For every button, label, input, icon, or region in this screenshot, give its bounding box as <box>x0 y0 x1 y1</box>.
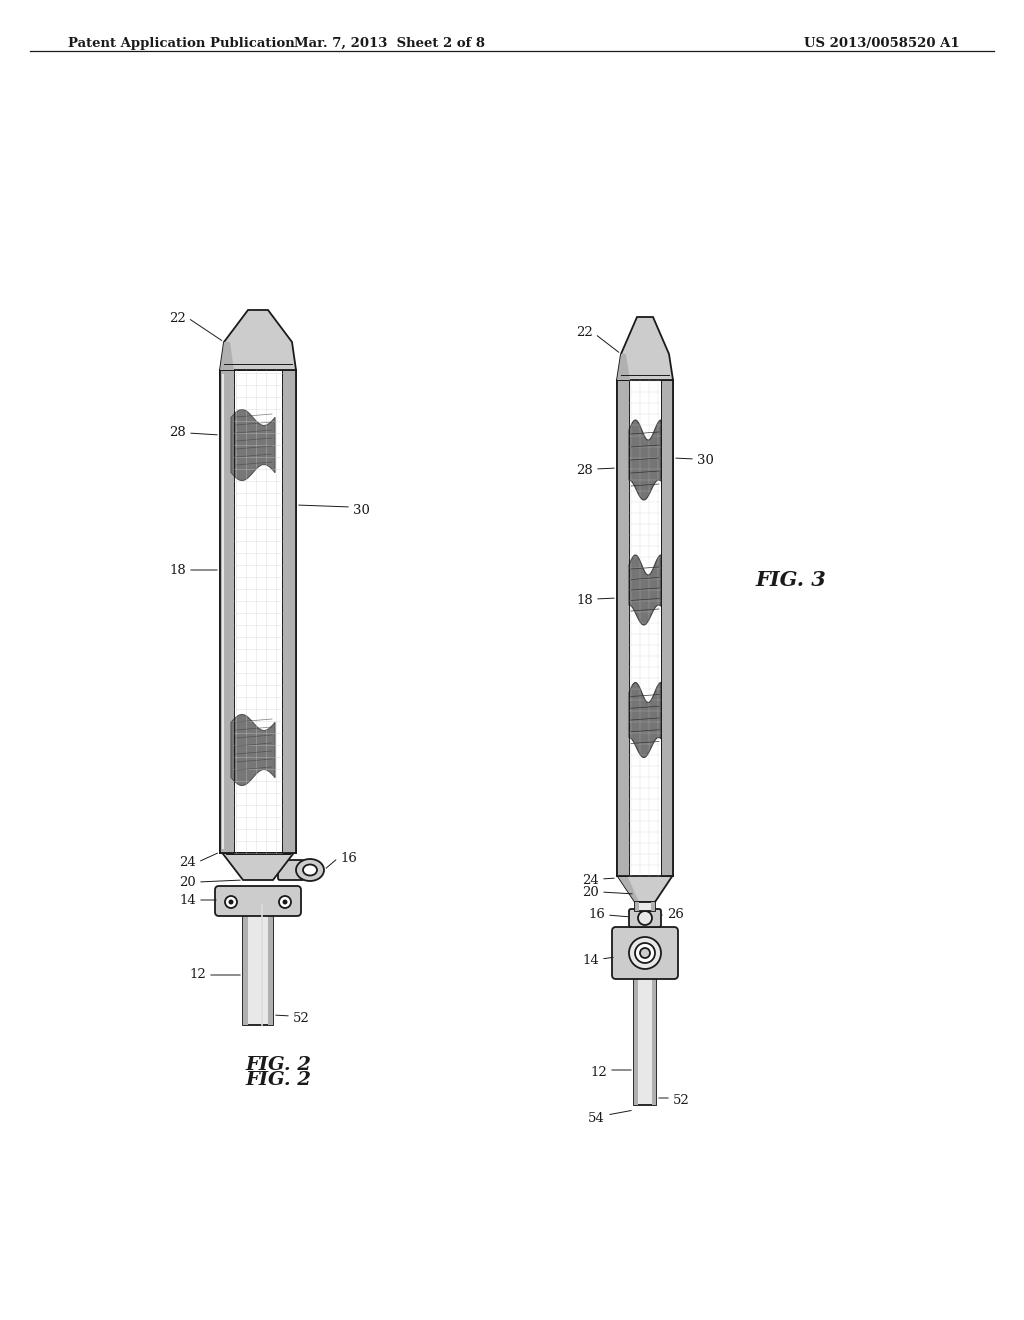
Bar <box>243 906 273 1026</box>
Circle shape <box>638 911 652 925</box>
Text: 18: 18 <box>577 594 593 606</box>
Bar <box>617 380 629 876</box>
Text: 14: 14 <box>179 894 196 907</box>
Bar <box>634 975 638 1105</box>
Bar <box>652 975 656 1105</box>
FancyBboxPatch shape <box>612 927 678 979</box>
Bar <box>243 906 248 1026</box>
Polygon shape <box>231 714 275 785</box>
Text: 16: 16 <box>588 908 605 921</box>
Bar <box>220 370 296 853</box>
Polygon shape <box>629 682 662 758</box>
FancyBboxPatch shape <box>215 886 301 916</box>
FancyBboxPatch shape <box>278 861 304 880</box>
Polygon shape <box>231 409 275 480</box>
Text: 24: 24 <box>583 874 599 887</box>
Text: 28: 28 <box>577 463 593 477</box>
Text: 22: 22 <box>577 326 593 339</box>
Polygon shape <box>220 850 296 880</box>
Polygon shape <box>617 317 673 380</box>
Circle shape <box>629 937 662 969</box>
Bar <box>282 370 296 853</box>
Text: 12: 12 <box>189 969 206 982</box>
Polygon shape <box>629 554 662 624</box>
Text: 18: 18 <box>169 564 186 577</box>
Circle shape <box>228 899 233 904</box>
FancyBboxPatch shape <box>629 909 662 927</box>
Bar <box>268 906 273 1026</box>
Text: 30: 30 <box>697 454 714 466</box>
Circle shape <box>635 942 655 964</box>
Text: FIG. 2: FIG. 2 <box>245 1056 311 1074</box>
Text: 30: 30 <box>353 503 370 516</box>
Text: FIG. 2: FIG. 2 <box>245 1071 311 1089</box>
Text: 20: 20 <box>583 886 599 899</box>
Polygon shape <box>629 420 662 500</box>
Text: 16: 16 <box>340 851 357 865</box>
Bar <box>634 975 656 1105</box>
Text: 52: 52 <box>673 1093 690 1106</box>
Polygon shape <box>617 875 639 902</box>
Text: US 2013/0058520 A1: US 2013/0058520 A1 <box>805 37 961 50</box>
Text: Mar. 7, 2013  Sheet 2 of 8: Mar. 7, 2013 Sheet 2 of 8 <box>295 37 485 50</box>
Bar <box>635 902 639 911</box>
Text: 54: 54 <box>588 1111 605 1125</box>
Text: 28: 28 <box>169 425 186 438</box>
Text: 12: 12 <box>590 1065 607 1078</box>
Circle shape <box>640 948 650 958</box>
Polygon shape <box>220 342 234 370</box>
Polygon shape <box>617 354 630 380</box>
Bar <box>617 380 673 876</box>
Bar <box>220 370 296 853</box>
Circle shape <box>283 899 288 904</box>
Ellipse shape <box>296 859 324 880</box>
Ellipse shape <box>303 865 317 875</box>
Bar <box>617 380 673 876</box>
Text: 26: 26 <box>667 908 684 921</box>
Text: 14: 14 <box>583 954 599 968</box>
Text: FIG. 3: FIG. 3 <box>755 570 825 590</box>
Circle shape <box>279 896 291 908</box>
Circle shape <box>225 896 237 908</box>
Bar <box>651 902 655 911</box>
Bar <box>635 902 655 911</box>
Text: 52: 52 <box>293 1011 309 1024</box>
Bar <box>220 370 234 853</box>
Text: 20: 20 <box>179 875 196 888</box>
Bar <box>662 380 673 876</box>
Text: 22: 22 <box>169 312 186 325</box>
Text: Patent Application Publication: Patent Application Publication <box>68 37 295 50</box>
Polygon shape <box>220 310 296 370</box>
Polygon shape <box>617 875 673 902</box>
Text: 24: 24 <box>179 855 196 869</box>
